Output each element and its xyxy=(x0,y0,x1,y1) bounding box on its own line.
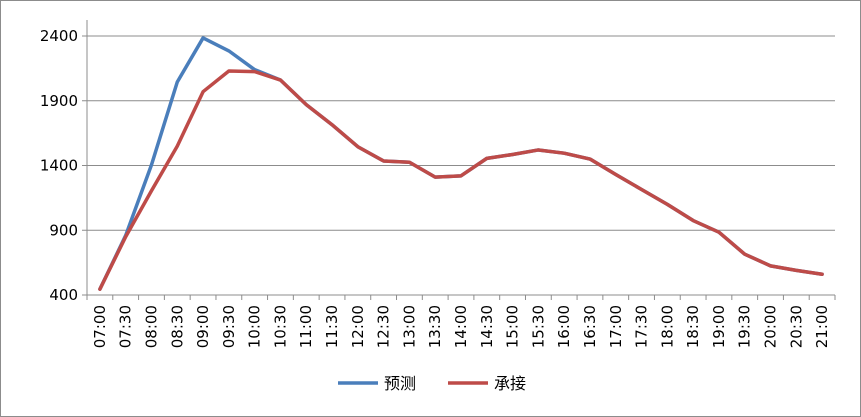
x-tick-label-1630: 16:30 xyxy=(581,305,599,348)
legend-label-1: 预测 xyxy=(384,374,416,393)
y-tick-label-900: 900 xyxy=(49,221,78,239)
legend-label-2: 承接 xyxy=(494,374,526,393)
x-tick-label-1430: 14:30 xyxy=(478,305,496,348)
series-lines xyxy=(98,36,824,291)
x-tick-label-0930: 09:30 xyxy=(220,305,238,348)
x-tick-label-1230: 12:30 xyxy=(375,305,393,348)
x-tick-label-2030: 20:30 xyxy=(787,305,805,348)
x-tick-label-1600: 16:00 xyxy=(555,305,573,348)
series-line-2 xyxy=(98,69,824,291)
x-tick-label-0900: 09:00 xyxy=(194,305,212,348)
x-tick-label-1500: 15:00 xyxy=(504,305,522,348)
x-tick-label-1730: 17:30 xyxy=(633,305,651,348)
x-tick-label-0730: 07:30 xyxy=(117,305,135,348)
series-line-1 xyxy=(98,36,824,291)
y-tick-label-2400: 2400 xyxy=(40,27,78,45)
y-tick-label-1900: 1900 xyxy=(40,92,78,110)
x-tick-label-2000: 20:00 xyxy=(762,305,780,348)
y-tick-label-1400: 1400 xyxy=(40,157,78,175)
legend: 预测 承接 xyxy=(338,374,526,393)
x-tick-label-0800: 08:00 xyxy=(142,305,160,348)
y-tick-label-400: 400 xyxy=(49,286,78,304)
x-tick-label-1200: 12:00 xyxy=(349,305,367,348)
x-tick-label-0700: 07:00 xyxy=(91,305,109,348)
x-tick-label-1400: 14:00 xyxy=(452,305,470,348)
x-tick-label-1000: 10:00 xyxy=(246,305,264,348)
x-tick-label-1300: 13:00 xyxy=(400,305,418,348)
gridlines xyxy=(87,35,835,231)
x-tick-label-1030: 10:30 xyxy=(271,305,289,348)
x-tick-labels: 07:00 07:30 08:00 08:30 09:00 09:30 10:00 10:30… xyxy=(91,305,831,348)
x-tick-label-1330: 13:30 xyxy=(426,305,444,348)
x-tick-label-1830: 18:30 xyxy=(684,305,702,348)
x-tick-label-2100: 21:00 xyxy=(813,305,831,348)
x-tick-label-1100: 11:00 xyxy=(297,305,315,348)
x-tick-label-1900: 19:00 xyxy=(710,305,728,348)
x-tick-label-1930: 19:30 xyxy=(736,305,754,348)
x-tick-label-1530: 15:30 xyxy=(529,305,547,348)
x-tick-label-1130: 11:30 xyxy=(323,305,341,348)
x-tick-label-1800: 18:00 xyxy=(658,305,676,348)
x-tick-label-1700: 17:00 xyxy=(607,305,625,348)
axes xyxy=(82,20,836,300)
x-tick-label-0830: 08:30 xyxy=(168,305,186,348)
y-tick-labels: 400 900 1400 1900 2400 xyxy=(40,27,78,304)
